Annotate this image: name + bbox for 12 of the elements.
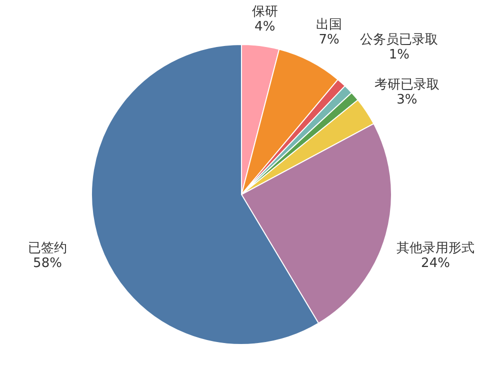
slice-label: 公务员已录取 xyxy=(360,32,438,48)
data-label: 4% xyxy=(254,19,276,34)
slice-label: 已签约 xyxy=(28,241,67,256)
slice-label: 出国 xyxy=(316,18,342,33)
data-label: 58% xyxy=(33,256,62,272)
data-label: 24% xyxy=(421,256,450,272)
slice-label: 保研 xyxy=(252,4,278,20)
data-label: 7% xyxy=(318,32,340,48)
slice-label: 考研已录取 xyxy=(374,77,440,92)
data-label: 1% xyxy=(388,47,410,62)
slice-label: 其他录用形式 xyxy=(396,241,474,256)
data-label: 3% xyxy=(396,92,418,108)
